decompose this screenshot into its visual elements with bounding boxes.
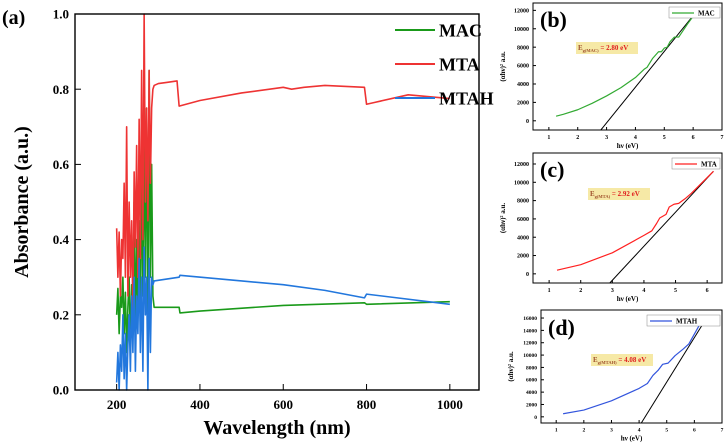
series-line-mta	[115, 13, 450, 316]
y-axis-label: Absorbance (a.u.)	[11, 126, 33, 278]
legend-label-mta: MTA	[701, 160, 717, 168]
x-tick-label: 7	[721, 428, 724, 434]
y-tick-label: 1.0	[53, 7, 69, 22]
panel-d: 1 2 3 4 5 6 7 0 2000 4000 6000 8000 10000 12000 14000 1…	[507, 309, 724, 443]
tangent-line	[609, 170, 714, 284]
tangent-line	[600, 10, 698, 131]
series-line-mac	[555, 10, 698, 117]
x-tick-label: 4	[638, 428, 641, 434]
plot-frame	[74, 13, 480, 391]
y-tick-label: 10000	[523, 353, 537, 359]
y-tick-label: 2000	[517, 100, 529, 106]
x-tick-label: 6	[706, 288, 709, 294]
y-tick-label: 6000	[517, 217, 529, 223]
legend-label-mtah: MTAH	[676, 317, 698, 325]
panel-label: (a)	[2, 7, 25, 29]
y-tick-label: 4000	[526, 390, 537, 396]
x-tick-label: 3	[610, 428, 613, 434]
y-tick-label: 0.2	[53, 307, 69, 322]
plot-frame	[532, 152, 723, 284]
y-tick-label: 12000	[514, 8, 529, 14]
y-axis-label: (αhν)² a.u.	[499, 51, 507, 82]
x-tick-label: 1	[555, 428, 558, 434]
x-tick-label: 400	[190, 397, 210, 412]
x-tick-label: 3	[605, 135, 608, 141]
y-axis-label: (αhν)² a.u.	[507, 351, 515, 382]
bandgap-annotation: Eg(MTAH) = 4.08 eV	[593, 356, 646, 365]
bandgap-annotation-box	[576, 42, 638, 54]
legend-label-mac: MAC	[698, 9, 715, 17]
legend-box	[668, 6, 721, 19]
series-line-mtah	[115, 246, 450, 391]
x-tick-label: 600	[273, 397, 293, 412]
panel-label: (b)	[540, 7, 567, 32]
y-tick-label: 12000	[523, 341, 537, 347]
panel-c: 1 2 3 4 5 6 0 2000 4000 6000 8000 10000 12000 hν (eV)…	[499, 152, 723, 303]
y-tick-label: 0.4	[53, 232, 70, 247]
x-tick-label: 200	[107, 397, 127, 412]
y-tick-label: 10000	[514, 180, 529, 186]
legend-label-mta: MTA	[439, 54, 480, 74]
y-tick-label: 0.8	[53, 82, 70, 97]
x-axis-label: hν (eV)	[617, 142, 639, 150]
x-tick-label: 6	[692, 135, 695, 141]
legend-box	[646, 314, 721, 327]
y-tick-label: 6000	[526, 378, 537, 384]
x-tick-label: 4	[634, 135, 637, 141]
x-tick-label: 5	[663, 135, 666, 141]
x-tick-label: 7	[721, 135, 724, 141]
bandgap-annotation-box	[588, 188, 650, 200]
y-tick-label: 12000	[514, 162, 529, 168]
x-axis-label: hν (eV)	[617, 295, 639, 303]
y-tick-label: 0.0	[53, 383, 69, 398]
y-tick-label: 2000	[517, 254, 529, 260]
bandgap-annotation-box	[591, 354, 653, 366]
y-axis-label: (αhν)² a.u.	[499, 203, 507, 234]
bandgap-annotation: Eg(MAC) = 2.80 eV	[578, 44, 628, 53]
x-tick-label: 3	[611, 288, 614, 294]
y-tick-label: 8000	[517, 199, 529, 205]
panel-a: 200 400 600 800 1000 0.0 0.2 0.4 0.6 0.8 1.0 Wavele…	[2, 7, 494, 439]
y-tick-label: 6000	[517, 64, 529, 70]
y-tick-label: 0	[526, 119, 529, 125]
legend-label-mtah: MTAH	[439, 88, 494, 108]
series-line-mtah	[563, 323, 701, 415]
y-tick-label: 0	[534, 415, 537, 421]
bandgap-annotation: Eg(MTA) = 2.92 eV	[590, 190, 640, 199]
x-axis-label: Wavelength (nm)	[203, 417, 350, 439]
series-line-mta	[556, 170, 714, 271]
x-axis-label: hν (eV)	[621, 435, 643, 443]
plot-frame	[532, 2, 723, 131]
plot-frame	[540, 309, 723, 424]
panel-label: (d)	[548, 315, 575, 340]
x-tick-label: 1	[548, 288, 551, 294]
y-tick-label: 10000	[514, 27, 529, 33]
y-tick-label: 4000	[517, 82, 529, 88]
x-tick-label: 2	[576, 135, 579, 141]
x-tick-label: 1000	[437, 397, 463, 412]
x-tick-label: 1	[547, 135, 550, 141]
panel-b: 1 2 3 4 5 6 7 0 2000 4000 6000 8000 10000 12000 hν (eV…	[499, 2, 724, 150]
y-tick-label: 16000	[523, 316, 537, 322]
legend-label-mac: MAC	[439, 20, 482, 40]
x-tick-label: 4	[642, 288, 645, 294]
tangent-line	[640, 323, 704, 424]
x-tick-label: 2	[582, 428, 585, 434]
x-tick-label: 5	[665, 428, 668, 434]
x-tick-label: 6	[693, 428, 696, 434]
y-tick-label: 14000	[523, 328, 537, 334]
y-tick-label: 0	[526, 272, 529, 278]
x-tick-label: 800	[357, 397, 377, 412]
series-line-mac	[115, 69, 450, 354]
x-tick-label: 5	[674, 288, 677, 294]
y-tick-label: 4000	[517, 235, 529, 241]
y-tick-label: 8000	[526, 365, 537, 371]
panel-label: (c)	[540, 157, 564, 182]
y-tick-label: 2000	[526, 402, 537, 408]
x-tick-label: 2	[579, 288, 582, 294]
y-tick-label: 0.6	[53, 157, 70, 172]
y-tick-label: 8000	[517, 45, 529, 51]
